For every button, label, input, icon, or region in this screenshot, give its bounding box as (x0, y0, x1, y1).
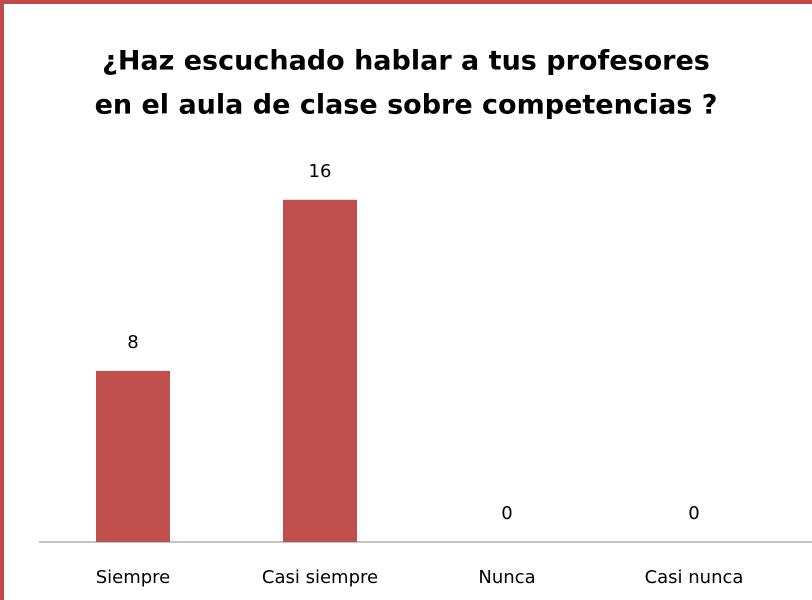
data-label: 8 (127, 332, 138, 353)
chart-title: en el aula de clase sobre competencias ? (95, 90, 718, 121)
data-label: 0 (688, 503, 699, 524)
x-tick-label: Casi siempre (262, 567, 378, 588)
x-tick-label: Siempre (96, 567, 171, 588)
bar (96, 370, 170, 542)
data-label: 0 (501, 503, 512, 524)
x-tick-label: Casi nunca (645, 567, 744, 588)
data-label: 16 (309, 161, 332, 182)
chart-title: ¿Haz escuchado hablar a tus profesores (102, 46, 710, 77)
bar (283, 199, 357, 542)
x-tick-label: Nunca (478, 567, 535, 588)
